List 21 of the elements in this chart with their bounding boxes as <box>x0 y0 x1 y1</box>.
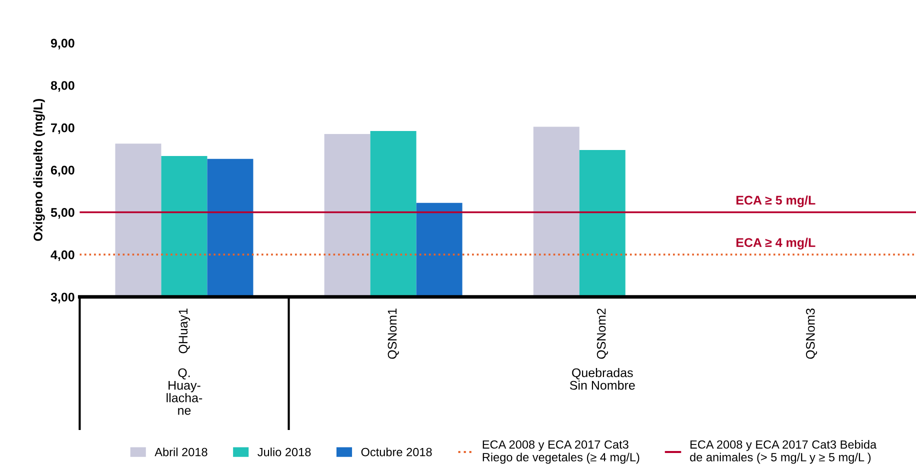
annotation: ECA ≥ 5 mg/L <box>736 195 816 208</box>
x-tick-label: QSNom2 <box>596 308 608 359</box>
x-tick-label: QHuay1 <box>178 308 190 354</box>
annotation: ECA ≥ 4 mg/L <box>736 238 816 250</box>
x-tick-label: QSNom3 <box>806 308 818 359</box>
y-tick-label: 5,00 <box>50 208 74 219</box>
y-tick-label: 3,00 <box>50 292 74 304</box>
y-tick-label: 8,00 <box>50 81 74 92</box>
legend-label: Octubre 2018 <box>361 448 432 456</box>
legend-label: ECA 2008 y ECA 2017 Cat3 Bebida de animales (> 5 mg/L y ≥ 5 mg/L ) <box>690 440 877 464</box>
x-tick-label: QSNom1 <box>388 308 399 359</box>
legend-label: ECA 2008 y ECA 2017 Cat3 Riego de vegetales (≥ 4 mg/L) <box>482 440 640 464</box>
text: Q. Huay- llacha- ne <box>166 368 202 415</box>
y-axis-title: Oxigeno disuelto (mg/L) <box>33 99 45 241</box>
y-tick-label: 7,00 <box>51 123 74 134</box>
y-tick-label: 6,00 <box>50 166 74 176</box>
legend-label: Abril 2018 <box>154 448 208 456</box>
y-tick-label: 4,00 <box>50 250 74 262</box>
text: Quebradas Sin Nombre <box>570 368 635 390</box>
legend-label: Julio 2018 <box>258 448 311 456</box>
y-tick-label: 9,00 <box>50 38 74 50</box>
